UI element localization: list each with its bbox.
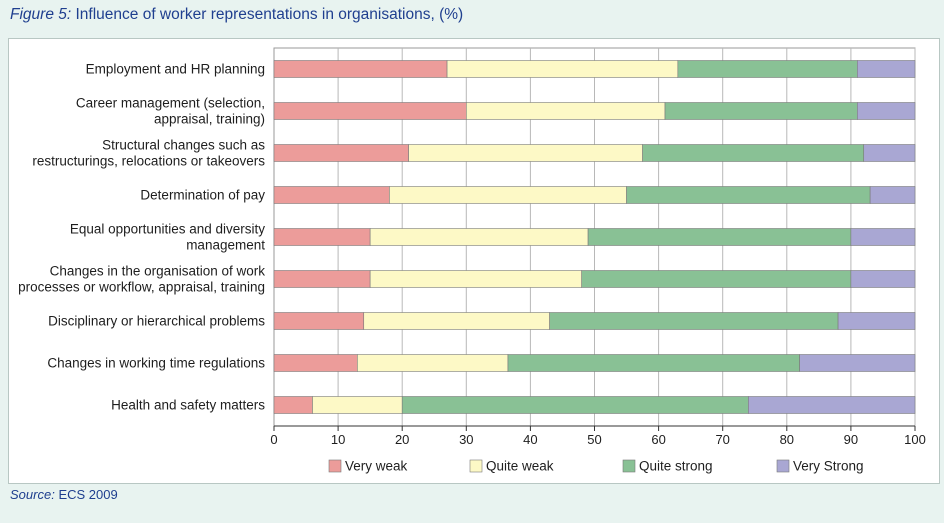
bar-quite-strong-5 xyxy=(581,270,852,288)
source-label: Source: xyxy=(10,487,55,502)
category-label-4-line-0: Equal opportunities and diversity xyxy=(70,222,265,237)
category-label-0: Employment and HR planning xyxy=(86,62,265,77)
figure-number: Figure 5: xyxy=(10,6,72,23)
bar-very-strong-6 xyxy=(837,312,916,330)
bar-quite-weak-5 xyxy=(369,270,582,288)
category-label-5-line-1: processes or workflow, appraisal, traini… xyxy=(18,280,265,295)
legend-swatch-very-strong xyxy=(776,459,790,473)
bar-very-weak-7 xyxy=(273,354,358,372)
bar-very-strong-3 xyxy=(869,186,916,204)
bar-quite-weak-4 xyxy=(369,228,589,246)
legend-swatch-very-weak xyxy=(328,459,342,473)
bar-quite-strong-3 xyxy=(626,186,871,204)
bar-quite-strong-8 xyxy=(401,396,749,414)
category-label-2-line-1: restructurings, relocations or takeovers xyxy=(32,154,265,169)
category-label-7: Changes in working time regulations xyxy=(47,356,265,371)
x-tick-label-70: 70 xyxy=(715,432,729,447)
x-tick-label-50: 50 xyxy=(587,432,601,447)
figure-title-text: Influence of worker representations in o… xyxy=(75,6,464,23)
legend-label-quite-strong: Quite strong xyxy=(639,459,713,474)
chart-area: Employment and HR planning Career managem… xyxy=(8,38,940,484)
x-tick-label-90: 90 xyxy=(844,432,858,447)
bar-very-weak-0 xyxy=(273,60,448,78)
bar-very-strong-2 xyxy=(863,144,916,162)
bar-very-weak-3 xyxy=(273,186,390,204)
legend-swatch-quite-strong xyxy=(622,459,636,473)
bar-quite-strong-0 xyxy=(677,60,858,78)
bar-very-weak-1 xyxy=(273,102,467,120)
figure-title: Figure 5: Influence of worker representa… xyxy=(10,6,463,24)
bar-quite-strong-6 xyxy=(549,312,839,330)
bar-very-weak-8 xyxy=(273,396,313,414)
source-text: ECS 2009 xyxy=(58,487,118,502)
category-label-8: Health and safety matters xyxy=(111,398,265,413)
category-label-1-line-1: appraisal, training) xyxy=(154,112,265,127)
bar-quite-strong-2 xyxy=(642,144,865,162)
bar-quite-weak-2 xyxy=(408,144,643,162)
category-label-6: Disciplinary or hierarchical problems xyxy=(48,314,265,329)
bar-very-weak-5 xyxy=(273,270,371,288)
bar-very-strong-5 xyxy=(850,270,916,288)
bar-very-weak-2 xyxy=(273,144,409,162)
x-tick-label-40: 40 xyxy=(523,432,537,447)
x-tick-label-60: 60 xyxy=(651,432,665,447)
bar-quite-weak-3 xyxy=(389,186,627,204)
x-tick-label-80: 80 xyxy=(780,432,794,447)
source-note: Source: ECS 2009 xyxy=(10,487,118,502)
bar-very-strong-8 xyxy=(748,396,916,414)
bar-quite-weak-6 xyxy=(363,312,550,330)
x-tick-label-0: 0 xyxy=(270,432,277,447)
legend-label-very-strong: Very Strong xyxy=(793,459,864,474)
category-label-3: Determination of pay xyxy=(140,188,265,203)
bar-quite-weak-7 xyxy=(357,354,509,372)
x-tick-label-20: 20 xyxy=(395,432,409,447)
bar-very-strong-7 xyxy=(799,354,916,372)
bar-very-weak-6 xyxy=(273,312,365,330)
bar-quite-strong-1 xyxy=(664,102,858,120)
x-tick-label-30: 30 xyxy=(459,432,473,447)
x-tick-label-100: 100 xyxy=(904,432,926,447)
category-label-1-line-0: Career management (selection, xyxy=(76,96,265,111)
x-tick-label-10: 10 xyxy=(331,432,345,447)
bar-very-strong-4 xyxy=(850,228,916,246)
bar-quite-weak-8 xyxy=(312,396,403,414)
category-label-5-line-0: Changes in the organisation of work xyxy=(50,264,266,279)
bar-quite-strong-7 xyxy=(507,354,800,372)
legend-swatch-quite-weak xyxy=(469,459,483,473)
category-label-2-line-0: Structural changes such as xyxy=(102,138,265,153)
legend-label-very-weak: Very weak xyxy=(345,459,408,474)
category-label-4-line-1: management xyxy=(186,238,265,253)
stacked-bar-chart: Employment and HR planning Career managem… xyxy=(18,47,926,474)
bar-quite-weak-0 xyxy=(446,60,679,78)
bar-quite-strong-4 xyxy=(587,228,852,246)
bar-quite-weak-1 xyxy=(465,102,666,120)
bar-very-strong-1 xyxy=(857,102,916,120)
legend-label-quite-weak: Quite weak xyxy=(486,459,554,474)
bar-very-strong-0 xyxy=(857,60,916,78)
bar-very-weak-4 xyxy=(273,228,371,246)
